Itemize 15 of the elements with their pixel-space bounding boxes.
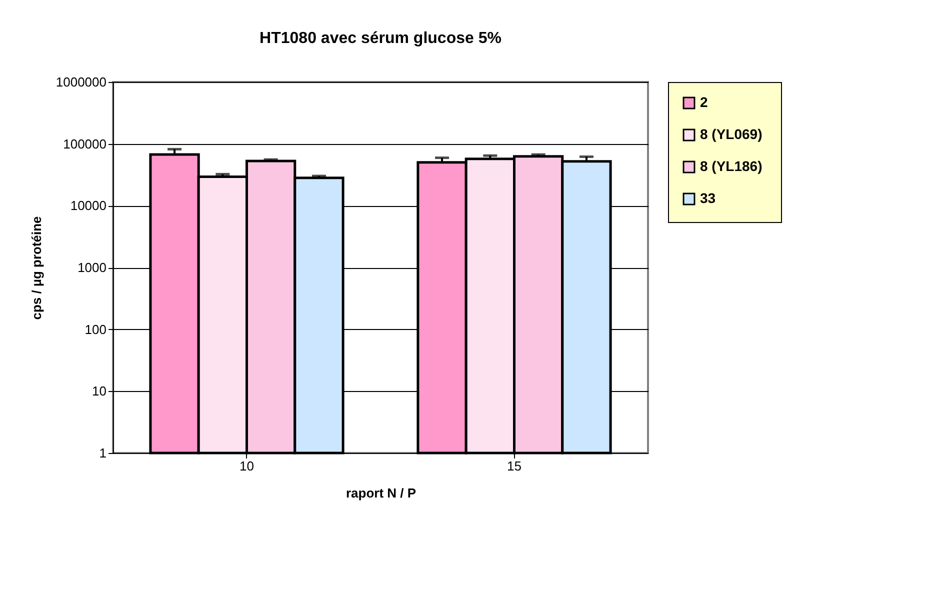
x-tick-label: 15: [507, 458, 522, 474]
legend-label: 2: [700, 94, 708, 110]
y-tick-label: 100: [84, 322, 106, 337]
y-tick-label: 1: [99, 446, 106, 460]
y-tick-label: 1000000: [56, 74, 106, 90]
y-axis-title: cps / µg protéine: [28, 216, 44, 320]
legend-label: 33: [700, 190, 716, 206]
chart-title: HT1080 avec sérum glucose 5%: [260, 30, 502, 47]
legend-label: 8 (YL186): [700, 158, 762, 174]
legend-label: 8 (YL069): [700, 126, 762, 142]
x-axis-title: raport N / P: [346, 486, 416, 500]
y-tick-label: 10000: [70, 198, 106, 214]
y-tick-label: 10: [92, 384, 106, 399]
y-tick-label: 100000: [63, 136, 106, 152]
y-tick-label: 1000: [78, 260, 106, 275]
